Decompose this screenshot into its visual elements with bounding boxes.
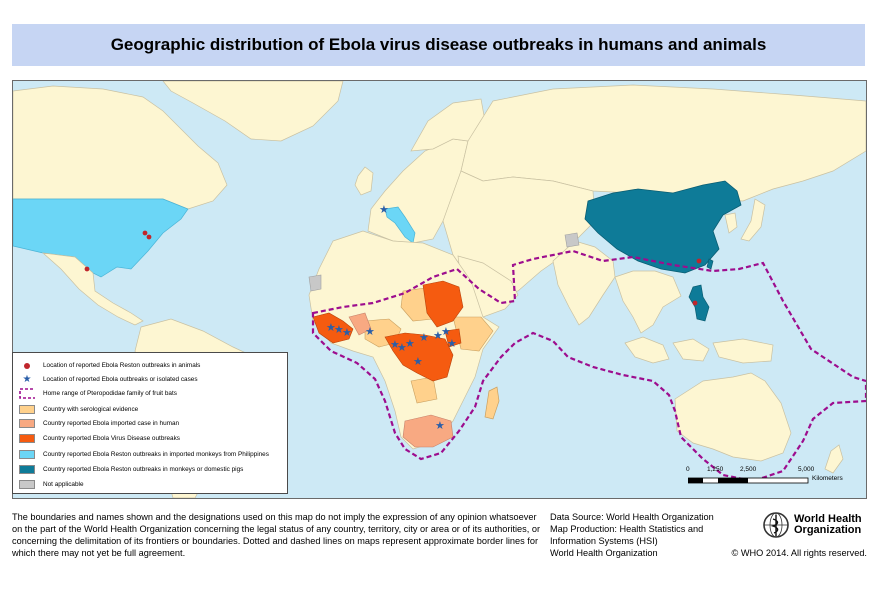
- india-shape: [552, 240, 616, 326]
- australia-shape: [674, 372, 792, 462]
- imported-south-africa-shape: [402, 414, 454, 448]
- legend-label: Country reported Ebola Virus Disease out…: [43, 435, 180, 442]
- reston-dot-marker: [692, 300, 698, 306]
- outbreak-star-marker: ★: [433, 329, 443, 342]
- not-applicable-swatch-icon: [19, 480, 35, 489]
- reston-monkeys-pigs-swatch-icon: [19, 465, 35, 474]
- outbreak-star-marker: ★: [447, 337, 457, 350]
- korea-shape: [724, 212, 738, 234]
- legend-item-reston-animals: Location of reported Ebola Reston outbre…: [19, 361, 200, 370]
- legend-label: Country reported Ebola imported case in …: [43, 420, 180, 427]
- legend-item-reston-monkeys-pigs: Country reported Ebola Reston outbreaks …: [19, 465, 243, 474]
- red-dot-icon: [19, 361, 35, 370]
- taiwan-shape: [706, 258, 714, 270]
- scale-tick-label: 5,000: [798, 466, 815, 473]
- legend-item-imported-human: Country reported Ebola imported case in …: [19, 419, 179, 428]
- reston-dot-marker: [84, 266, 90, 272]
- legend-label: Country with serological evidence: [43, 406, 139, 413]
- legend-label: Country reported Ebola Reston outbreaks …: [43, 451, 269, 458]
- mexico-shape: [41, 252, 144, 326]
- source-line: World Health Organization: [550, 548, 658, 558]
- china-shape: [584, 180, 742, 274]
- data-source-block: Data Source: World Health Organization M…: [550, 511, 750, 559]
- not-applicable-shape: [308, 274, 322, 292]
- serological-swatch-icon: [19, 405, 35, 414]
- new-zealand-shape: [824, 444, 844, 474]
- outbreak-star-marker: ★: [435, 419, 445, 432]
- legend-label: Location of reported Ebola Reston outbre…: [43, 362, 201, 369]
- who-name-line: Organization: [794, 524, 862, 536]
- legend-item-fruit-bat-range: Home range of Pteropodidae family of fru…: [19, 388, 177, 399]
- evd-uganda-shape: [444, 328, 462, 348]
- scale-tick-label: 2,500: [740, 466, 757, 473]
- imported-west-africa-shape: [348, 312, 372, 336]
- outbreak-star-marker: ★: [379, 203, 389, 216]
- legend-label: Country reported Ebola Reston outbreaks …: [43, 466, 244, 473]
- legend-label: Home range of Pteropodidae family of fru…: [43, 390, 177, 397]
- outbreak-star-marker: ★: [334, 323, 344, 336]
- who-logo: World Health Organization: [761, 507, 866, 543]
- outbreak-star-marker: ★: [342, 326, 352, 339]
- evd-sudan-shape: [422, 280, 464, 328]
- who-name-line: World Health: [794, 513, 862, 525]
- map-legend: Location of reported Ebola Reston outbre…: [12, 352, 288, 494]
- legend-item-serological: Country with serological evidence: [19, 405, 138, 414]
- reston-imported-monkeys-swatch-icon: [19, 450, 35, 459]
- outbreak-star-marker: ★: [326, 321, 336, 334]
- legend-item-outbreak-stars: ★ Location of reported Ebola outbreaks o…: [19, 374, 198, 385]
- outbreak-star-markers: ★ ★ ★ ★ ★ ★ ★ ★ ★ ★ ★ ★ ★ ★: [326, 203, 457, 432]
- madagascar-shape: [484, 386, 500, 420]
- outbreak-star-marker: ★: [405, 337, 415, 350]
- scale-tick-label: 1,250: [707, 466, 724, 473]
- who-name: World Health Organization: [794, 514, 862, 536]
- evd-outbreaks-swatch-icon: [19, 434, 35, 443]
- legend-label: Location of reported Ebola outbreaks or …: [43, 376, 198, 383]
- legend-label: Not applicable: [43, 481, 84, 488]
- reston-dot-marker: [696, 258, 702, 264]
- japan-shape: [740, 198, 766, 242]
- legend-item-not-applicable: Not applicable: [19, 480, 84, 489]
- source-line: Information Systems (HSI): [550, 536, 658, 546]
- copyright-notice: © WHO 2014. All rights reserved.: [731, 548, 867, 558]
- scale-tick-label: 0: [686, 466, 690, 473]
- who-emblem-icon: [763, 512, 789, 538]
- imported-human-swatch-icon: [19, 419, 35, 428]
- philippines-shape: [688, 284, 710, 322]
- fruit-bat-range-boundary: [311, 249, 866, 483]
- outbreak-star-marker: ★: [419, 331, 429, 344]
- uk-shape: [354, 166, 374, 196]
- outbreak-star-marker: ★: [390, 338, 400, 351]
- greenland-shape: [162, 81, 344, 142]
- scale-bar: 0 1,250 2,500 5,000 Kilometers: [686, 466, 843, 488]
- scale-unit-label: Kilometers: [812, 475, 843, 482]
- legend-item-evd-outbreaks: Country reported Ebola Virus Disease out…: [19, 434, 180, 443]
- evd-west-africa-shape: [312, 312, 354, 344]
- serological-region-south: [410, 376, 438, 404]
- blue-star-icon: ★: [22, 374, 32, 385]
- outbreak-star-marker: ★: [397, 341, 407, 354]
- indonesia-shape: [624, 336, 774, 364]
- outbreak-star-marker: ★: [441, 325, 451, 338]
- source-line: Map Production: Health Statistics and: [550, 524, 704, 534]
- reston-dot-marker: [146, 234, 152, 240]
- outbreak-star-marker: ★: [413, 355, 423, 368]
- legend-item-reston-imported-monkeys: Country reported Ebola Reston outbreaks …: [19, 450, 269, 459]
- reston-dot-marker: [142, 230, 148, 236]
- dashed-box-icon: [19, 388, 35, 399]
- map-title: Geographic distribution of Ebola virus d…: [110, 35, 767, 54]
- map-disclaimer: The boundaries and names shown and the d…: [12, 512, 541, 558]
- reston-animal-markers: [84, 230, 702, 306]
- outbreak-star-marker: ★: [365, 325, 375, 338]
- scale-bar-graphic: [688, 477, 809, 484]
- southeast-asia-shape: [614, 270, 682, 334]
- title-bar: Geographic distribution of Ebola virus d…: [12, 24, 865, 66]
- evd-congo-shape: [384, 332, 454, 382]
- source-line: Data Source: World Health Organization: [550, 512, 714, 522]
- not-applicable-shape-2: [564, 232, 580, 248]
